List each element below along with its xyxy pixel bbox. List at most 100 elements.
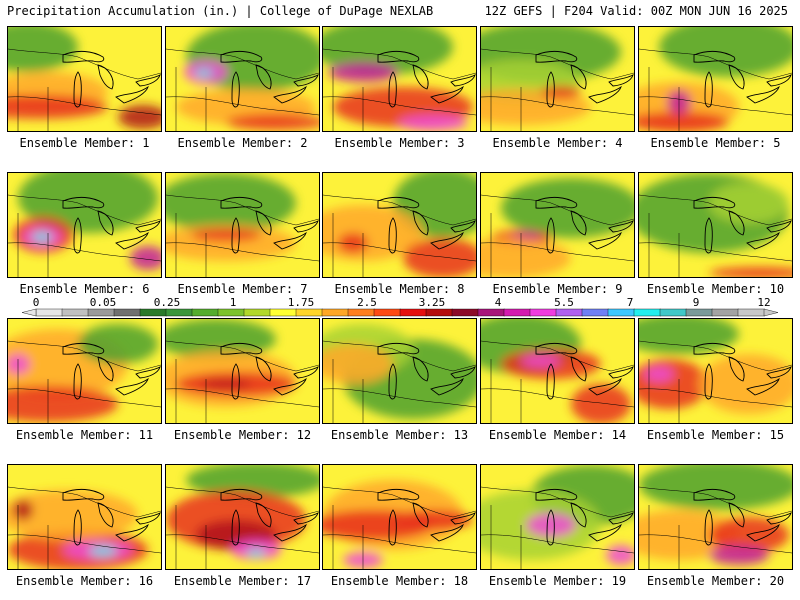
border-lines xyxy=(639,486,792,569)
border-lines xyxy=(166,340,319,423)
precip-field-map xyxy=(481,319,634,423)
ensemble-map-panel xyxy=(7,172,162,278)
precip-field-map xyxy=(323,27,476,131)
great-lakes-outline xyxy=(535,488,634,546)
ensemble-map-panel xyxy=(638,464,793,570)
ensemble-map-panel xyxy=(165,26,320,132)
precip-field-map xyxy=(323,173,476,277)
ensemble-member-label: Ensemble Member: 18 xyxy=(330,574,469,588)
great-lakes-outline xyxy=(220,342,319,400)
colorbar-tick-label: 1.75 xyxy=(287,296,315,309)
ensemble-member-label: Ensemble Member: 10 xyxy=(646,282,785,296)
ensemble-map-panel xyxy=(638,318,793,424)
colorbar-swatch xyxy=(555,308,583,317)
great-lakes-outline xyxy=(220,488,319,546)
border-lines xyxy=(481,486,634,569)
ensemble-map-panel xyxy=(165,464,320,570)
colorbar-swatch xyxy=(659,308,687,317)
precip-colorbar xyxy=(21,308,779,317)
ensemble-map-panel xyxy=(322,464,477,570)
ensemble-member-label: Ensemble Member: 1 xyxy=(19,136,150,150)
precip-field-map xyxy=(639,27,792,131)
colorbar-tick-label: 9 xyxy=(692,296,700,309)
precip-field-map xyxy=(166,319,319,423)
colorbar-tick-label: 0.05 xyxy=(89,296,117,309)
ensemble-map-panel xyxy=(165,172,320,278)
colorbar-swatch xyxy=(347,308,375,317)
border-lines xyxy=(8,48,161,131)
colorbar-swatch xyxy=(321,308,349,317)
precip-field-map xyxy=(8,319,161,423)
colorbar-swatch xyxy=(737,308,765,317)
precip-field-map xyxy=(166,27,319,131)
precip-field-map xyxy=(8,27,161,131)
colorbar-tick-label: 7 xyxy=(626,296,634,309)
colorbar-swatch xyxy=(139,308,167,317)
border-lines xyxy=(639,48,792,131)
colorbar-swatch xyxy=(451,308,479,317)
colorbar-swatch xyxy=(425,308,453,317)
colorbar-swatch xyxy=(477,308,505,317)
great-lakes-outline xyxy=(62,196,161,254)
ensemble-map-panel xyxy=(7,26,162,132)
precip-field-map xyxy=(166,173,319,277)
precip-field-map xyxy=(8,173,161,277)
ensemble-member-label: Ensemble Member: 16 xyxy=(15,574,154,588)
ensemble-map-panel xyxy=(322,26,477,132)
colorbar-tick-label: 0.25 xyxy=(153,296,181,309)
colorbar-tick-label: 4 xyxy=(494,296,502,309)
colorbar-swatch xyxy=(503,308,531,317)
colorbar-min-arrow xyxy=(21,308,37,317)
great-lakes-outline xyxy=(62,488,161,546)
colorbar-swatch xyxy=(685,308,713,317)
colorbar-swatch xyxy=(35,308,63,317)
precip-field-map xyxy=(8,465,161,569)
great-lakes-outline xyxy=(220,50,319,108)
colorbar-swatch xyxy=(165,308,193,317)
colorbar-swatch xyxy=(217,308,245,317)
colorbar-tick-label: 0 xyxy=(32,296,40,309)
ensemble-map-panel xyxy=(7,464,162,570)
colorbar-swatch xyxy=(269,308,297,317)
precip-field-map xyxy=(166,465,319,569)
ensemble-member-label: Ensemble Member: 2 xyxy=(177,136,308,150)
colorbar-swatch xyxy=(243,308,271,317)
great-lakes-outline xyxy=(693,196,792,254)
colorbar-swatch xyxy=(191,308,219,317)
ensemble-map-panel xyxy=(638,172,793,278)
great-lakes-outline xyxy=(62,50,161,108)
great-lakes-outline xyxy=(535,196,634,254)
model-run-info: 12Z GEFS | F204 Valid: 00Z MON JUN 16 20… xyxy=(484,4,788,18)
colorbar-swatch xyxy=(633,308,661,317)
ensemble-map-panel xyxy=(480,464,635,570)
ensemble-member-label: Ensemble Member: 11 xyxy=(15,428,154,442)
great-lakes-outline xyxy=(377,196,476,254)
border-lines xyxy=(8,194,161,277)
colorbar-swatch xyxy=(61,308,89,317)
ensemble-map-panel xyxy=(480,172,635,278)
precip-field-map xyxy=(639,465,792,569)
great-lakes-outline xyxy=(535,342,634,400)
border-lines xyxy=(166,486,319,569)
colorbar-tick-label: 12 xyxy=(757,296,771,309)
great-lakes-outline xyxy=(693,50,792,108)
border-lines xyxy=(323,48,476,131)
great-lakes-outline xyxy=(377,488,476,546)
precip-field-map xyxy=(639,319,792,423)
ensemble-member-label: Ensemble Member: 17 xyxy=(173,574,312,588)
border-lines xyxy=(481,340,634,423)
great-lakes-outline xyxy=(377,342,476,400)
colorbar-tick-label: 2.5 xyxy=(357,296,377,309)
great-lakes-outline xyxy=(62,342,161,400)
ensemble-map-panel xyxy=(165,318,320,424)
great-lakes-outline xyxy=(535,50,634,108)
colorbar-tick-label: 5.5 xyxy=(554,296,574,309)
precip-field-map xyxy=(639,173,792,277)
ensemble-member-label: Ensemble Member: 9 xyxy=(492,282,623,296)
ensemble-map-panel xyxy=(322,318,477,424)
colorbar-tick-label: 1 xyxy=(229,296,237,309)
ensemble-member-label: Ensemble Member: 15 xyxy=(646,428,785,442)
great-lakes-outline xyxy=(693,488,792,546)
colorbar-swatch xyxy=(399,308,427,317)
border-lines xyxy=(166,194,319,277)
